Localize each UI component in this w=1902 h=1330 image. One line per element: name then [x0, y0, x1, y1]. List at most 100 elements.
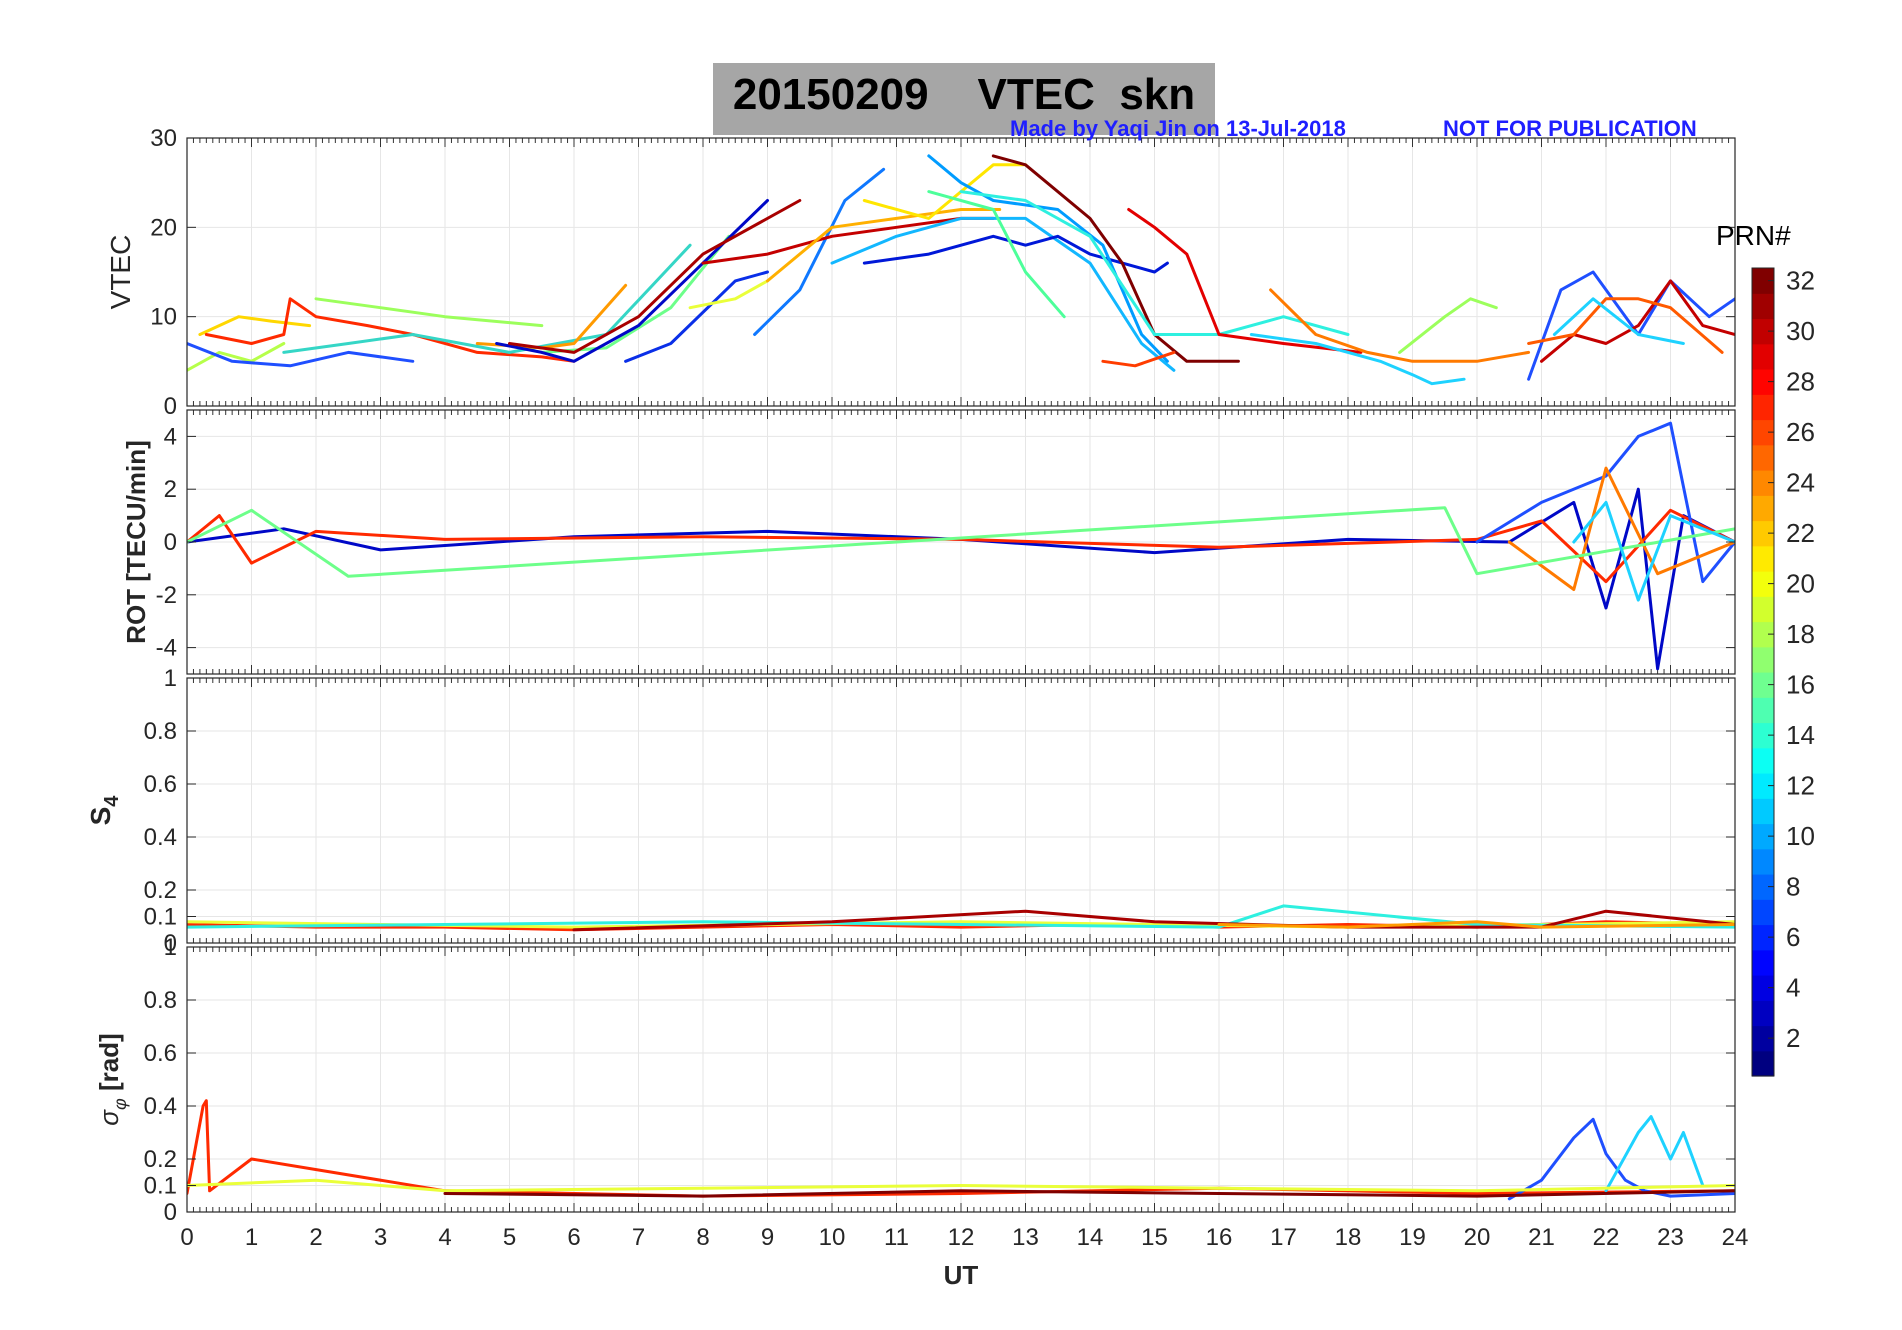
colorbar-segment	[1752, 1025, 1774, 1052]
series-line-prn-31	[508, 199, 802, 354]
series-line-prn-5	[624, 270, 769, 363]
series-line-prn-23	[766, 208, 1002, 283]
colorbar-tick-label: 6	[1786, 922, 1800, 952]
y-axis-label: ROT [TECU/min]	[121, 440, 151, 644]
y-tick-label: 0	[164, 1199, 177, 1226]
credit-right: NOT FOR PUBLICATION	[1443, 116, 1697, 141]
y-tick-label: 2	[164, 476, 177, 503]
panel-frame	[186, 677, 1736, 944]
credit-left: Made by Yaqi Jin on 13-Jul-2018	[1010, 116, 1346, 141]
x-tick-label: 16	[1206, 1224, 1233, 1251]
series-line-prn-18	[187, 342, 286, 372]
x-tick-label: 1	[245, 1224, 258, 1251]
x-tick-label: 2	[309, 1224, 322, 1251]
series-line-prn-12	[1604, 1115, 1705, 1193]
y-tick-label: 1	[164, 665, 177, 692]
colorbar-tick-label: 4	[1786, 973, 1800, 1003]
series-group	[187, 904, 1735, 932]
x-tick-label: 9	[761, 1224, 774, 1251]
colorbar-tick-label: 24	[1786, 468, 1815, 498]
colorbar-tick-label: 8	[1786, 872, 1800, 902]
colorbar-segment	[1752, 899, 1774, 926]
series-line-prn-6	[1507, 1117, 1735, 1201]
series-line-prn-12	[1249, 333, 1466, 386]
y-axis-label: VTEC	[105, 235, 136, 310]
colorbar-segment	[1752, 520, 1774, 547]
y-tick-label: 0.4	[144, 1093, 177, 1120]
series-line-prn-21	[198, 315, 312, 336]
y-tick-label: 0.4	[144, 824, 177, 851]
colorbar-tick-label: 20	[1786, 569, 1815, 599]
y-tick-label: 0.1	[144, 904, 177, 931]
series-line-prn-27	[1101, 350, 1176, 368]
title-date: 20150209	[732, 70, 929, 119]
y-tick-label: 0.6	[144, 1040, 177, 1067]
colorbar-tick-label: 22	[1786, 518, 1815, 548]
y-tick-label: 4	[164, 423, 177, 450]
colorbar-segment	[1752, 268, 1774, 294]
title-product: VTEC skn	[977, 70, 1196, 119]
colorbar-segment	[1752, 722, 1774, 749]
y-tick-label: 0.2	[144, 877, 177, 904]
colorbar-segment	[1752, 949, 1774, 976]
x-axis-label: UT	[944, 1260, 979, 1290]
series-line-prn-25	[1269, 288, 1531, 363]
x-tick-label: 21	[1528, 1224, 1555, 1251]
colorbar-segment	[1752, 646, 1774, 673]
x-tick-label: 3	[374, 1224, 387, 1251]
y-tick-label: 1	[164, 934, 177, 961]
series-line-prn-9	[927, 154, 1169, 363]
x-tick-label: 8	[696, 1224, 709, 1251]
y-axis-label: σφ [rad]	[94, 1033, 130, 1125]
colorbar-segment	[1752, 545, 1774, 572]
colorbar-segment	[1752, 975, 1774, 1001]
colorbar-segment	[1752, 318, 1774, 345]
colorbar-segment	[1752, 848, 1774, 875]
panel-vtec: 0 10 20 30 VTEC	[105, 125, 1736, 420]
series-group	[187, 154, 1735, 386]
colorbar-title: PRN#	[1716, 220, 1791, 251]
series-line-prn-13	[959, 190, 1350, 336]
colorbar-tick-label: 32	[1786, 266, 1815, 296]
x-tick-label: 0	[180, 1224, 193, 1251]
y-tick-label: 0.8	[144, 718, 177, 745]
series-line-prn-6	[187, 342, 415, 368]
x-tick-label: 22	[1593, 1224, 1620, 1251]
x-tick-label: 12	[948, 1224, 975, 1251]
colorbar-tick-label: 10	[1786, 821, 1815, 851]
y-tick-label: 10	[150, 304, 177, 331]
panel-rot: -4 -2 0 2 4 ROT [TECU/min]	[121, 409, 1736, 675]
colorbar-segment	[1752, 672, 1774, 698]
colorbar-segment	[1752, 773, 1774, 799]
series-line-prn-16	[187, 506, 1735, 578]
series-group	[187, 421, 1735, 671]
colorbar-tick-label: 28	[1786, 367, 1815, 397]
series-line-prn-2	[187, 487, 1735, 671]
colorbar-segment	[1752, 293, 1774, 320]
series-line-prn-12	[1552, 297, 1685, 345]
colorbar-segment	[1752, 747, 1774, 774]
colorbar-segment	[1752, 798, 1774, 825]
series-line-prn-17	[314, 297, 544, 328]
y-tick-label: 0.2	[144, 1146, 177, 1173]
series-group	[187, 1099, 1735, 1201]
series-line-prn-19	[688, 279, 769, 310]
y-tick-label: 0	[164, 529, 177, 556]
x-tick-label: 15	[1141, 1224, 1168, 1251]
colorbar-segment	[1752, 343, 1774, 370]
panel-sigma_phi: 00.10.2 0.4 0.6 0.8 1 σφ [rad]	[94, 934, 1736, 1226]
series-line-prn-24	[1217, 920, 1735, 929]
y-tick-label: 20	[150, 214, 177, 241]
x-tick-label: 6	[567, 1224, 580, 1251]
colorbar-tick-label: 26	[1786, 417, 1815, 447]
colorbar-segment	[1752, 369, 1774, 395]
colorbar-segment	[1752, 495, 1774, 522]
title-box	[713, 63, 1215, 135]
colorbar-segment	[1752, 571, 1774, 597]
y-tick-label: 0.1	[144, 1173, 177, 1200]
series-line-prn-11	[830, 216, 1176, 372]
series-line-prn-8	[753, 167, 886, 336]
series-line-prn-32	[443, 1189, 1735, 1198]
